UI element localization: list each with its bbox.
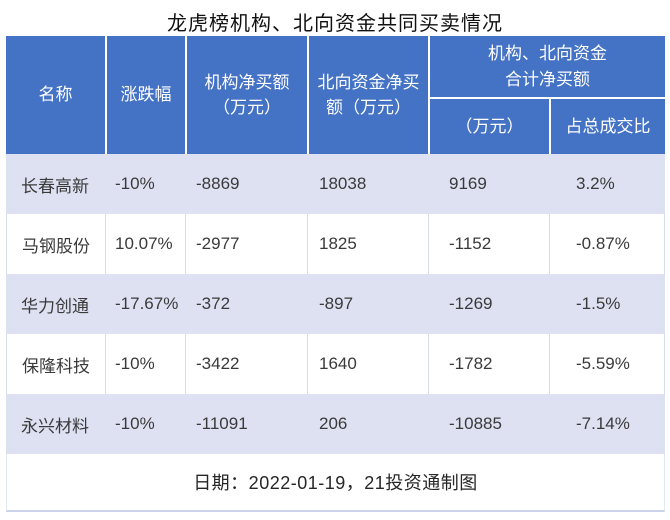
- cell-stock-name: 华力创通: [21, 296, 89, 316]
- table-row: 永兴材料 -10% -11091 206 -10885 -7.14%: [6, 394, 665, 454]
- cell-change-pct: -10%: [115, 414, 155, 433]
- cell-institution-net-buy: -8869: [196, 174, 240, 193]
- col-header-combined-net-buy-group: 机构、北向资金 合计净买额: [430, 36, 665, 97]
- page-title: 龙虎榜机构、北向资金共同买卖情况: [167, 13, 503, 35]
- table-row: 保隆科技 -10% -3422 1640 -1782 -5.59%: [6, 334, 665, 394]
- cell-turnover-ratio: -5.59%: [550, 334, 665, 394]
- cell-combined-amount: -1782: [429, 334, 550, 394]
- table-body: 长春高新 -10% -8869 18038 9169 3.2% 马钢股份 10.…: [6, 154, 665, 454]
- cell-combined-amount: -1152: [429, 214, 550, 274]
- cell-northbound-net-buy: -897: [319, 294, 354, 313]
- col-header-change-pct: 涨跌幅: [107, 36, 185, 154]
- cell-stock-name: 保隆科技: [6, 334, 106, 394]
- col-header-combined-amount: （万元）: [430, 99, 549, 154]
- cell-combined-amount: 9169: [449, 174, 487, 193]
- data-table: 名称 涨跌幅 机构净买额 （万元） 北向资金净买 额（万元） 机构、北向资金 合…: [6, 36, 665, 512]
- cell-northbound-net-buy: 1825: [308, 214, 429, 274]
- cell-change-pct: -10%: [115, 174, 155, 193]
- cell-change-pct: 10.07%: [106, 214, 186, 274]
- table-footer: 日期：2022-01-19，21投资通制图: [6, 454, 665, 512]
- cell-northbound-net-buy: 206: [319, 414, 348, 433]
- col-header-institution-net-buy: 机构净买额 （万元）: [187, 36, 307, 154]
- col-header-northbound-net-buy: 北向资金净买 额（万元）: [309, 36, 428, 154]
- cell-combined-amount: -10885: [449, 414, 502, 433]
- cell-turnover-ratio: -7.14%: [576, 414, 630, 433]
- cell-stock-name: 马钢股份: [6, 214, 106, 274]
- cell-combined-amount: -1269: [449, 294, 493, 313]
- cell-northbound-net-buy: 18038: [319, 174, 367, 193]
- cell-change-pct: -17.67%: [115, 294, 179, 313]
- table-row: 马钢股份 10.07% -2977 1825 -1152 -0.87%: [6, 214, 665, 274]
- table-header: 名称 涨跌幅 机构净买额 （万元） 北向资金净买 额（万元） 机构、北向资金 合…: [6, 36, 665, 154]
- cell-stock-name: 长春高新: [21, 176, 89, 196]
- table-row: 华力创通 -17.67% -372 -897 -1269 -1.5%: [6, 274, 665, 334]
- cell-stock-name: 永兴材料: [21, 416, 89, 436]
- source-note: 日期：2022-01-19，21投资通制图: [193, 473, 478, 493]
- cell-turnover-ratio: 3.2%: [576, 174, 615, 193]
- cell-turnover-ratio: -1.5%: [576, 294, 621, 313]
- cell-institution-net-buy: -11091: [196, 414, 248, 433]
- cell-institution-net-buy: -2977: [186, 214, 308, 274]
- cell-turnover-ratio: -0.87%: [550, 214, 665, 274]
- col-header-name: 名称: [6, 36, 105, 154]
- cell-northbound-net-buy: 1640: [308, 334, 429, 394]
- table-row: 长春高新 -10% -8869 18038 9169 3.2%: [6, 154, 665, 214]
- cell-change-pct: -10%: [106, 334, 186, 394]
- cell-institution-net-buy: -372: [196, 294, 231, 313]
- cell-institution-net-buy: -3422: [186, 334, 308, 394]
- col-header-combined-turnover-ratio: 占总成交比: [551, 99, 665, 154]
